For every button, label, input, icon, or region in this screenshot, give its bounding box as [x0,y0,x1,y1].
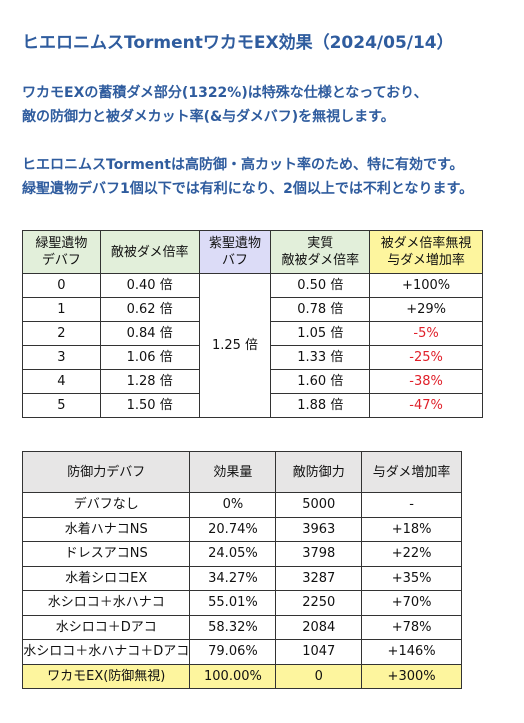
cell: 水着シロコEX [21,565,191,591]
cell: 3287 [275,565,363,591]
row: 0 0.40 倍 1.25 倍 0.50 倍 +100% [22,273,483,418]
cell: 水シロコ＋水ハナコ [21,590,191,616]
cell: 0.50 倍 [270,273,371,298]
row: 水シロコ＋水ハナコ＋Dアコ 79.06% 1047 +146% [21,639,462,665]
cell: 水シロコ＋水ハナコ＋Dアコ [21,639,191,665]
cell: 79.06% [189,639,277,665]
cell: 55.01% [189,590,277,616]
cell: 24.05% [189,541,277,567]
header-cell: 実質 敵被ダメ倍率 [270,230,371,274]
cell: ドレスアコNS [21,541,191,567]
row: 3 1.06 倍 1.33 倍 -25% [22,345,483,370]
cell: 水シロコ＋Dアコ [21,614,191,640]
title: ヒエロニムスTormentワカモEX効果（2024/05/14） [22,33,454,53]
row: ワカモEX(防御無視) 100.00% 0 +300% [21,663,462,689]
cell: +22% [361,541,462,567]
cell: ワカモEX(防御無視) [21,663,191,689]
row: 水シロコ＋水ハナコ 55.01% 2250 +70% [21,590,462,616]
cell: -5% [369,321,483,346]
cell: 3 [22,345,101,370]
cell: 2 [22,321,101,346]
cell: 3963 [275,516,363,542]
cell: 34.27% [189,565,277,591]
paragraph-line: ヒエロニムスTormentは高防御・高カット率のため、特に有効です。 [22,157,464,173]
paragraph-line: 敵の防御力と被ダメカット率(&与ダメバフ)を無視します。 [22,109,395,125]
cell: 1.33 倍 [270,345,371,370]
cell: 1 [22,297,101,322]
cell: 100.00% [189,663,277,689]
cell: デバフなし [21,492,191,518]
header-cell: 敵被ダメ倍率 [99,230,200,274]
paragraph-line: ワカモEXの蓄積ダメ部分(1322%)は特殊な仕様となっており、 [22,85,428,101]
header-cell: 防御力デバフ [21,451,191,493]
header-cell: 敵防御力 [275,451,363,493]
cell: +300% [361,663,462,689]
row: 1 0.62 倍 0.78 倍 +29% [22,297,483,322]
cell: 5 [22,393,101,418]
cell: 0.62 倍 [99,297,200,322]
cell: 4 [22,369,101,394]
header-row: 防御力デバフ 効果量 敵防御力 与ダメ増加率 [21,451,462,493]
cell: +146% [361,639,462,665]
cell: 0.40 倍 [99,273,200,298]
row: 水シロコ＋Dアコ 58.32% 2084 +78% [21,614,462,640]
cell: 3798 [275,541,363,567]
header-cell: 緑聖遺物 デバフ [22,230,101,274]
cell: +78% [361,614,462,640]
merged-cell: 1.25 倍 [198,273,272,418]
cell: +29% [369,297,483,322]
cell: 20.74% [189,516,277,542]
cell: -25% [369,345,483,370]
cell: +70% [361,590,462,616]
header-cell: 効果量 [189,451,277,493]
cell: 1.28 倍 [99,369,200,394]
row: 5 1.50 倍 1.88 倍 -47% [22,393,483,418]
cell: 0% [189,492,277,518]
cell: 2084 [275,614,363,640]
header-row: 緑聖遺物 デバフ 敵被ダメ倍率 紫聖遺物 バフ 実質 敵被ダメ倍率 被ダメ倍率無視 与ダ… [22,230,483,274]
cell: 0 [275,663,363,689]
cell: 0 [22,273,101,298]
cell: 1047 [275,639,363,665]
cell: - [361,492,462,518]
cell: +100% [369,273,483,298]
cell: +18% [361,516,462,542]
cell: 0.78 倍 [270,297,371,322]
cell: 1.60 倍 [270,369,371,394]
table: 緑聖遺物 デバフ 敵被ダメ倍率 紫聖遺物 バフ 実質 敵被ダメ倍率 被ダメ倍率無視 与ダ… [22,230,483,418]
cell: 2250 [275,590,363,616]
cell: 水着ハナコNS [21,516,191,542]
row: 水着ハナコNS 20.74% 3963 +18% [21,516,462,542]
row: 水着シロコEX 34.27% 3287 +35% [21,565,462,591]
cell: 1.88 倍 [270,393,371,418]
cell: -38% [369,369,483,394]
cell: 1.50 倍 [99,393,200,418]
cell: 0.84 倍 [99,321,200,346]
table: 防御力デバフ 効果量 敵防御力 与ダメ増加率 デバフなし 0% 5000- 水着ハナコNS 20… [21,451,462,689]
header-cell: 紫聖遺物 バフ [198,230,272,274]
row: ドレスアコNS 24.05% 3798 +22% [21,541,462,567]
cell: -47% [369,393,483,418]
cell: +35% [361,565,462,591]
header-cell: 与ダメ増加率 [361,451,462,493]
cell: 58.32% [189,614,277,640]
cell: 5000 [275,492,363,518]
header-cell: 被ダメ倍率無視 与ダメ増加率 [369,230,483,274]
cell: 1.05 倍 [270,321,371,346]
cell: 1.06 倍 [99,345,200,370]
paragraph-line: 緑聖遺物デバフ1個以下では有利になり、2個以上では不利となります。 [22,181,474,197]
row: デバフなし 0% 5000- [21,492,462,518]
